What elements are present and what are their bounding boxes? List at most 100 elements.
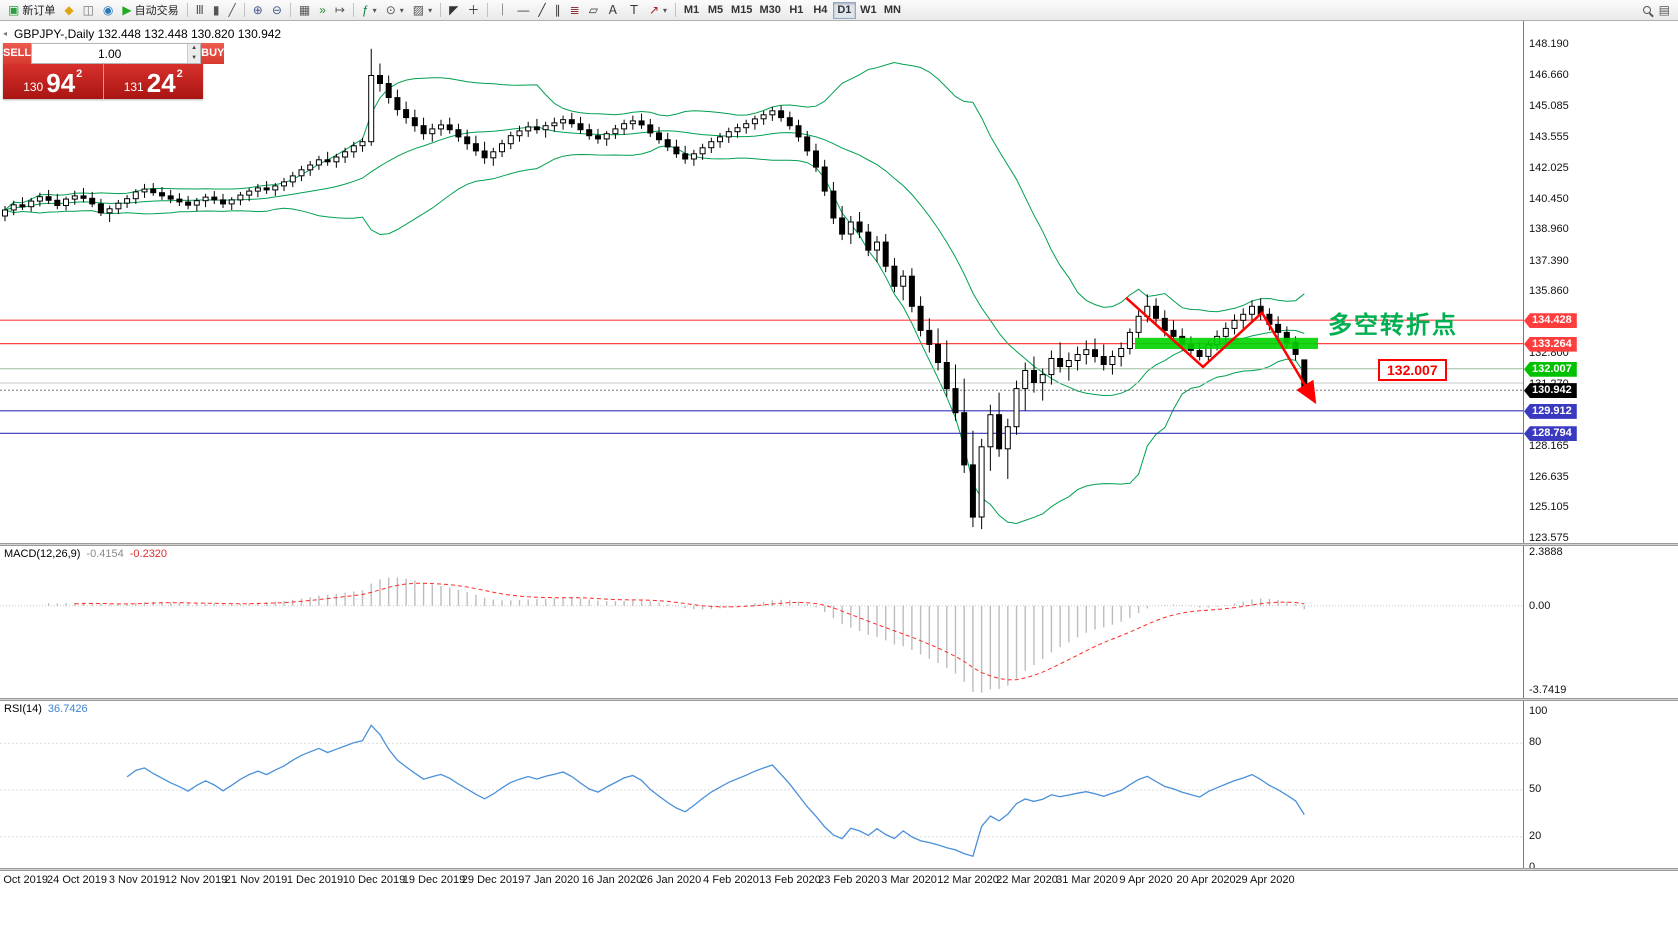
chart-shift-button[interactable]: ↦ [331,1,349,19]
price-tick: 142.025 [1529,161,1569,174]
line-chart-button[interactable]: ╱ [225,1,240,19]
timeframe-m1-button[interactable]: M1 [683,3,700,16]
price-tick: 148.190 [1529,38,1569,50]
text-button[interactable]: Ａ [603,1,623,19]
arrows-icon: ↗ [648,3,660,17]
new-order-button[interactable]: ▣ 新订单 [4,1,59,19]
timeframe-d1-button[interactable]: D1 [832,1,856,19]
annotation-price-label[interactable]: 132.007 [1378,359,1447,381]
date-tick: 21 Nov 2019 [224,874,288,886]
price-level-label: 130.942 [1524,383,1577,399]
toolbar-separator [243,3,245,17]
candlestick-chart-button[interactable]: ▮ [209,1,224,19]
price-axis: 148.190 146.660 145.085 143.555 142.025 140.4… [1523,21,1678,873]
price-tick: 137.390 [1529,254,1569,267]
date-tick: 29 Apr 2020 [1235,874,1295,886]
bar-chart-button[interactable]: Ⅲ [192,1,208,19]
date-tick: 13 Feb 2020 [759,874,821,886]
buy-button[interactable]: BUY [201,43,225,64]
sell-price-point: 2 [76,68,83,80]
macd-panel[interactable]: MACD(12,26,9) -0.4154 -0.2320 [0,546,1523,698]
autotrade-button[interactable]: ▶ 自动交易 [118,1,182,19]
sell-price-button[interactable]: 130 94 2 [3,64,104,99]
profiles-button[interactable]: ◫ [79,1,98,19]
macd-canvas[interactable] [0,546,1523,698]
chart-shift-icon: ↦ [334,3,345,17]
toolbar-separator [675,3,677,17]
community-button[interactable]: ◉ [99,1,117,19]
templates-button[interactable]: ▨ ▾ [409,1,436,19]
timeframe-w1-button[interactable]: W1 [860,3,877,16]
date-tick: 12 Nov 2019 [164,874,228,886]
timeframe-mn-button[interactable]: MN [883,3,901,16]
toolbar: ▣ 新订单 ◆ ◫ ◉ ▶ 自动交易 Ⅲ ▮ ╱ ⊕ ⊖ ▦» ↦ ƒ ▾ ⊙ ▾ ▨ ▾ ◤ ＋｜ — ╱ ∥ ≣ ▱ Ａ Ｔ ↗ ▾ M1… [0,0,1678,21]
equidistant-channel-button[interactable]: ∥ [551,1,565,19]
text-label-button[interactable]: Ｔ [624,1,644,19]
vertical-line-button[interactable]: ｜ [492,1,512,19]
fibonacci-button[interactable]: ≣ [566,1,584,19]
date-tick: 26 Jan 2020 [640,874,702,886]
rsi-panel[interactable]: RSI(14) 36.7426 [0,701,1523,868]
search-button[interactable] [1639,1,1655,19]
periods-button[interactable]: ⊙ ▾ [382,1,408,19]
tile-windows-icon: ▦ [298,3,311,17]
sell-button[interactable]: SELL [3,43,32,64]
fibonacci-icon: ≣ [569,3,580,17]
annotation-turning-point-text[interactable]: 多空转折点 [1328,312,1458,339]
shapes-button[interactable]: ▱ [585,1,602,19]
rsi-canvas[interactable] [0,701,1523,868]
buy-price-button[interactable]: 131 24 2 [103,64,203,99]
chevron-down-icon: ▾ [372,5,377,15]
panel-divider[interactable] [0,543,1678,546]
date-tick: 31 Mar 2020 [1056,874,1118,886]
toolbar-separator [440,3,442,17]
price-tick: 125.105 [1529,501,1569,514]
price-level-label: 129.912 [1524,403,1577,419]
crosshair-icon: ＋ [467,3,480,17]
auto-scroll-button[interactable]: » [315,1,330,19]
rsi-scale-tick: 100 [1529,705,1548,717]
buy-price-point: 2 [176,68,183,80]
price-tick: 145.085 [1529,100,1569,113]
tile-windows-button[interactable]: ▦ [295,1,314,19]
cursor-button[interactable]: ◤ [445,1,462,19]
arrows-button[interactable]: ↗ ▾ [645,1,671,19]
timeframe-m15-button[interactable]: M15 [731,3,753,16]
date-tick: 4 Feb 2020 [703,874,759,886]
auto-scroll-icon: » [319,3,326,17]
indicators-button[interactable]: ƒ ▾ [358,1,381,19]
zoom-in-button[interactable]: ⊕ [249,1,267,19]
trendline-button[interactable]: ╱ [534,1,549,19]
date-tick: 12 Mar 2020 [937,874,999,886]
new-order-label: 新订单 [22,5,56,17]
date-tick: 9 Apr 2020 [1119,874,1173,886]
crosshair-button[interactable]: ＋ [463,1,483,19]
panel-divider[interactable] [0,868,1678,871]
favorites-button[interactable]: ◆ [60,1,77,19]
search-icon [1642,6,1651,14]
zoom-out-button[interactable]: ⊖ [268,1,286,19]
price-tick: 140.450 [1529,193,1569,206]
date-tick: 22 Mar 2020 [996,874,1058,886]
timeframe-h1-button[interactable]: H1 [789,3,804,16]
line-chart-icon: ╱ [228,3,236,17]
lot-size-input[interactable] [32,44,188,63]
price-tick: 138.960 [1529,223,1569,236]
bar-chart-icon: Ⅲ [195,3,204,17]
collapse-arrow-icon[interactable]: ◂ [3,29,8,38]
horizontal-line-button[interactable]: — [513,1,533,19]
price-tick: 123.575 [1529,532,1569,545]
price-tick: 146.660 [1529,68,1569,81]
lot-decrease-button[interactable]: ▼ [188,53,201,63]
main-chart-region[interactable]: ◂ GBPJPY-,Daily 132.448 132.448 130.820 … [0,21,1523,543]
timeframe-m5-button[interactable]: M5 [707,3,724,16]
timeframe-h4-button[interactable]: H4 [813,3,828,16]
rsi-scale-tick: 20 [1529,829,1542,842]
price-tick: 126.635 [1529,470,1569,483]
panel-divider[interactable] [0,698,1678,701]
timeframe-m30-button[interactable]: M30 [759,3,781,16]
lot-increase-button[interactable]: ▲ [188,44,201,54]
price-chart-canvas[interactable] [0,21,1523,543]
data-window-button[interactable]: ▤ [1655,1,1674,19]
rsi-scale-tick: 50 [1529,783,1542,795]
